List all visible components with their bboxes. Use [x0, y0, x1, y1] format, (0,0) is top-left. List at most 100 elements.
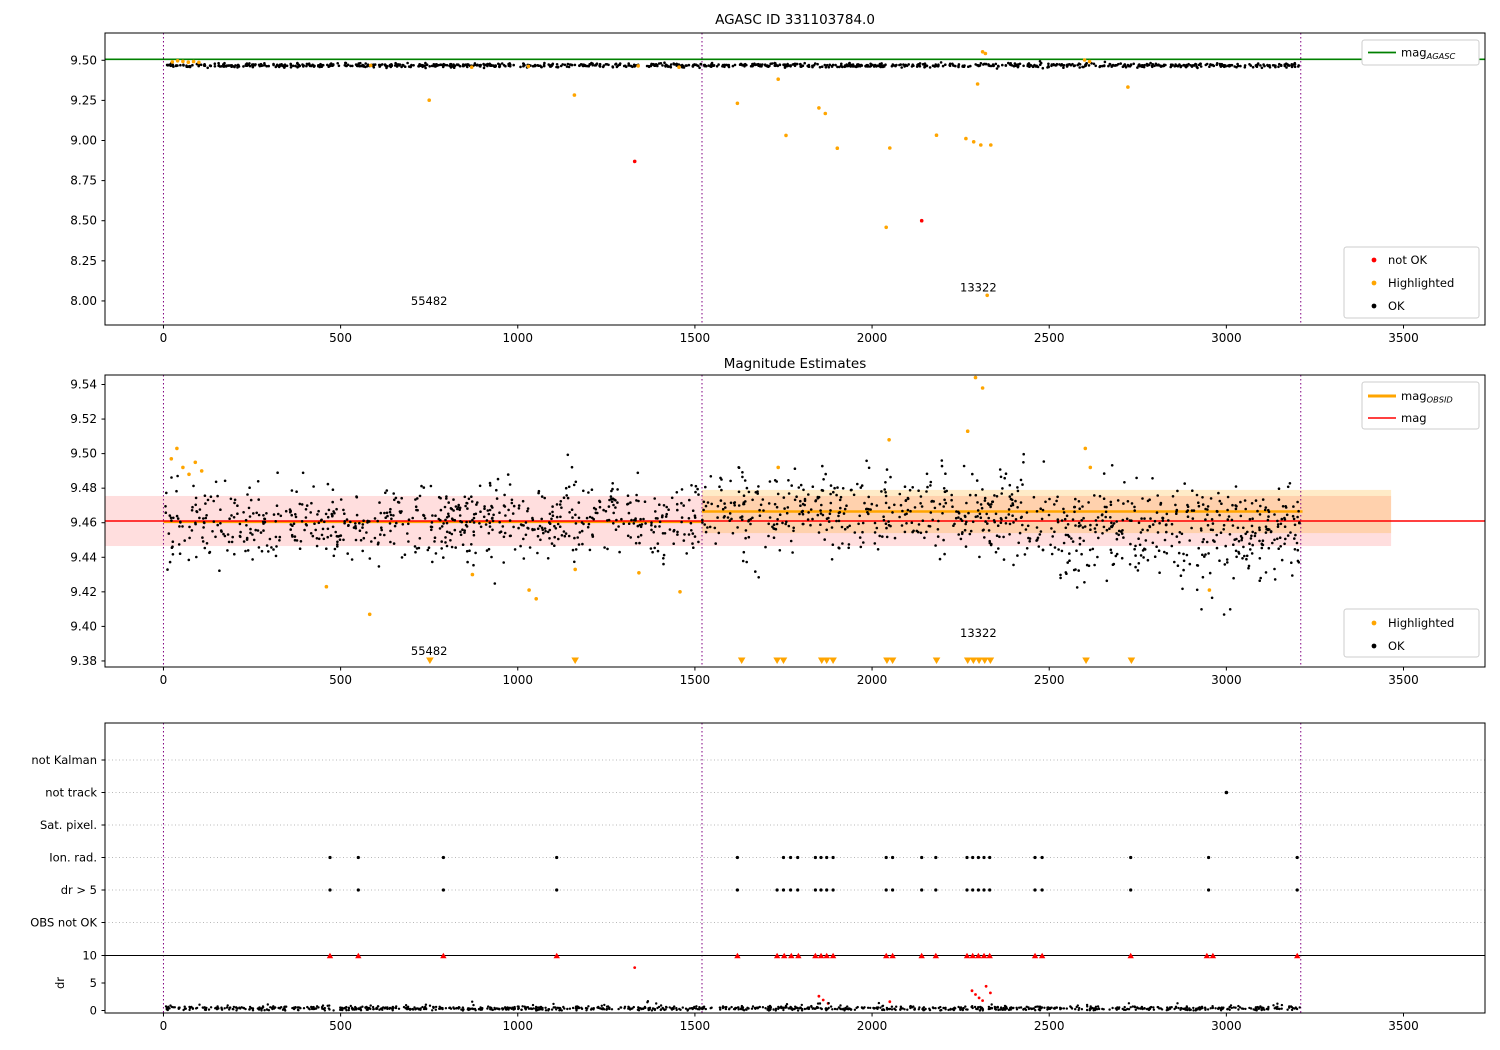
- dr-ok-point: [263, 1009, 266, 1012]
- flag-point-ion-rad: [328, 855, 332, 860]
- ok-point: [486, 509, 490, 512]
- dr-clipped-marker: [1294, 952, 1301, 959]
- ok-point: [203, 494, 207, 498]
- ok-point: [1134, 565, 1137, 569]
- highlighted-point: [735, 101, 740, 106]
- ok-point: [171, 553, 175, 556]
- ok-point: [317, 521, 321, 525]
- ok-point: [827, 65, 831, 69]
- ok-point: [762, 509, 765, 512]
- ok-point: [937, 64, 940, 68]
- ok-point: [1096, 516, 1100, 519]
- ok-point: [282, 65, 286, 68]
- ok-point: [540, 526, 544, 530]
- ok-point: [781, 521, 784, 525]
- dr-ok-point: [302, 1007, 306, 1010]
- ok-point: [1056, 495, 1059, 499]
- ok-point: [393, 524, 397, 528]
- ok-point: [1225, 558, 1229, 561]
- highlighted-point: [469, 65, 474, 69]
- ok-point: [853, 531, 857, 534]
- ok-point: [1277, 547, 1280, 550]
- ok-point: [1035, 510, 1039, 513]
- ok-point: [479, 65, 482, 68]
- ok-point: [709, 64, 712, 68]
- ok-point: [989, 505, 992, 509]
- ok-point: [1083, 581, 1086, 584]
- ok-point: [1248, 517, 1252, 521]
- ok-point: [728, 512, 732, 515]
- highlighted-point: [817, 106, 821, 110]
- ok-point: [729, 479, 732, 483]
- ok-point: [172, 65, 175, 68]
- ok-point: [690, 529, 693, 532]
- ok-point: [277, 65, 281, 69]
- dr-ok-point: [866, 1006, 870, 1009]
- dr-ok-point: [1022, 1008, 1025, 1011]
- ok-point: [1040, 517, 1044, 521]
- ok-point: [697, 493, 700, 496]
- ok-point: [522, 62, 525, 65]
- ok-point: [522, 524, 525, 527]
- ok-point: [577, 543, 581, 546]
- ok-point: [1117, 533, 1120, 537]
- ok-point: [1210, 596, 1214, 600]
- dr-ok-point: [1126, 1007, 1129, 1011]
- ok-point: [440, 540, 444, 543]
- ok-point: [775, 522, 779, 526]
- ok-point: [1161, 519, 1165, 522]
- dr-not-ok-point: [633, 966, 637, 969]
- clipped-low-marker: [888, 657, 897, 664]
- dr-ok-point: [679, 1008, 682, 1011]
- ok-point: [1241, 557, 1244, 560]
- ok-point: [617, 525, 620, 528]
- dr-ok-point: [1254, 1008, 1258, 1011]
- ok-point: [178, 525, 181, 528]
- ok-point: [827, 520, 831, 523]
- ok-point: [1261, 498, 1265, 501]
- ok-point: [825, 528, 828, 532]
- dr-ok-point: [879, 1006, 882, 1009]
- ok-point: [704, 504, 708, 508]
- ok-point: [953, 522, 956, 526]
- flag-label: Sat. pixel.: [40, 818, 97, 832]
- clipped-low-marker: [932, 657, 941, 664]
- ok-point: [673, 63, 676, 66]
- ok-point: [551, 510, 554, 514]
- ok-point: [1296, 515, 1299, 519]
- ok-point: [418, 537, 422, 540]
- ok-point: [1182, 559, 1186, 563]
- ok-point: [607, 505, 611, 508]
- ok-point: [834, 63, 837, 67]
- ok-point: [1102, 64, 1106, 68]
- dr-ok-point: [873, 1007, 876, 1010]
- x-tick-label: 3500: [1388, 673, 1419, 687]
- ok-point: [1036, 65, 1040, 69]
- ok-point: [627, 62, 630, 65]
- ok-point: [997, 65, 1000, 68]
- ok-point: [1095, 523, 1099, 527]
- ok-point: [326, 482, 330, 486]
- ok-point: [576, 536, 579, 539]
- dr-ok-point: [909, 1004, 912, 1008]
- ok-point: [911, 63, 914, 66]
- ok-point: [1060, 519, 1064, 522]
- ok-point: [1142, 556, 1145, 559]
- ok-point: [849, 65, 852, 68]
- ok-point: [887, 506, 891, 510]
- dr-ok-point: [801, 1007, 804, 1011]
- ok-point: [265, 512, 268, 515]
- legend-marker-sample: [1371, 620, 1377, 626]
- ok-point: [582, 489, 585, 493]
- ok-point: [667, 508, 670, 512]
- ok-point: [957, 533, 960, 536]
- dr-ok-point: [1012, 1006, 1015, 1010]
- ok-point: [829, 501, 833, 505]
- ok-point: [573, 560, 576, 564]
- axes-frame: [104, 374, 1486, 668]
- ok-point: [763, 63, 767, 66]
- dr-ok-point: [1276, 1002, 1279, 1005]
- ok-point: [713, 526, 717, 530]
- ok-point: [846, 526, 849, 529]
- ok-point: [983, 536, 986, 539]
